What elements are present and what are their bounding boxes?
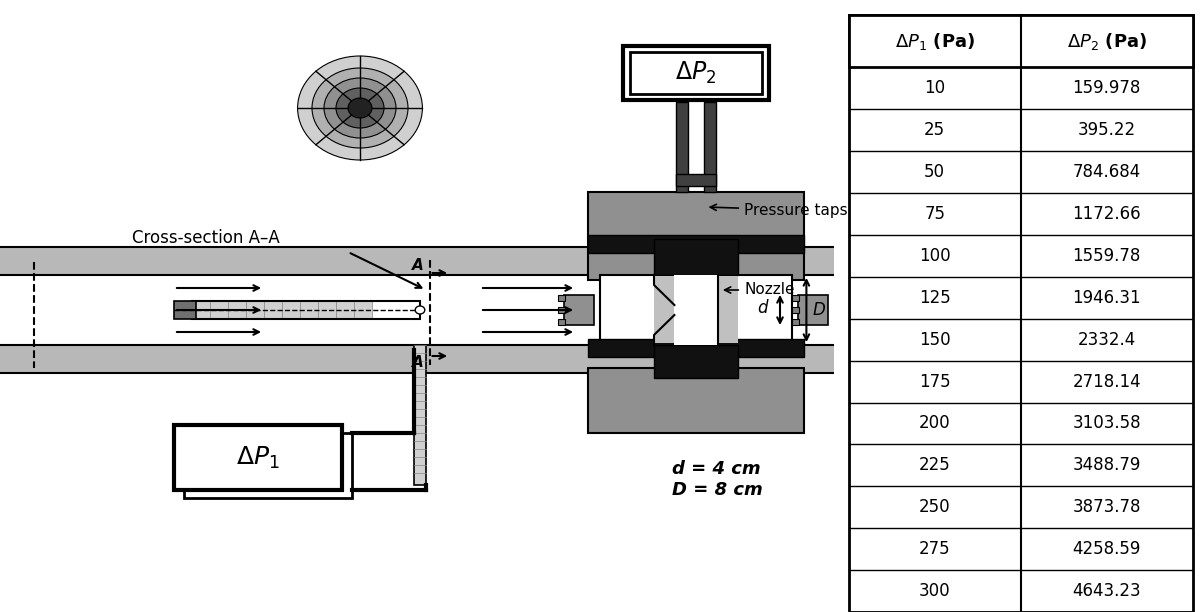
Bar xyxy=(558,295,565,301)
Text: 50: 50 xyxy=(924,163,946,181)
Text: 25: 25 xyxy=(924,121,946,139)
Bar xyxy=(192,301,210,319)
Text: 250: 250 xyxy=(919,498,950,517)
Bar xyxy=(792,295,799,301)
Bar xyxy=(564,295,594,325)
Text: d = 4 cm
D = 8 cm: d = 4 cm D = 8 cm xyxy=(672,460,763,499)
Bar xyxy=(704,102,716,192)
Text: 395.22: 395.22 xyxy=(1078,121,1135,139)
Bar xyxy=(174,301,196,319)
Bar xyxy=(798,295,828,325)
Bar xyxy=(228,301,246,319)
Text: 1946.31: 1946.31 xyxy=(1073,289,1141,307)
Bar xyxy=(674,275,718,345)
Bar xyxy=(282,301,300,319)
Text: 10: 10 xyxy=(924,80,946,97)
Text: Cross-section A–A: Cross-section A–A xyxy=(132,229,280,247)
Bar xyxy=(210,301,228,319)
Text: D: D xyxy=(812,301,826,319)
Bar xyxy=(654,345,738,378)
Bar xyxy=(300,301,318,319)
Text: 125: 125 xyxy=(919,289,950,307)
Text: 300: 300 xyxy=(919,582,950,600)
Text: 100: 100 xyxy=(919,247,950,265)
Text: $\Delta P_2$: $\Delta P_2$ xyxy=(676,60,716,86)
Circle shape xyxy=(312,68,408,148)
Circle shape xyxy=(324,78,396,138)
Bar xyxy=(792,307,799,313)
Text: 1559.78: 1559.78 xyxy=(1073,247,1141,265)
Text: 175: 175 xyxy=(919,373,950,390)
Text: 150: 150 xyxy=(919,330,950,349)
Text: 1172.66: 1172.66 xyxy=(1073,205,1141,223)
Circle shape xyxy=(348,98,372,118)
Circle shape xyxy=(415,306,425,314)
Bar xyxy=(354,301,372,319)
Bar xyxy=(0,345,834,373)
Text: 275: 275 xyxy=(919,540,950,558)
Bar xyxy=(588,339,804,357)
Bar xyxy=(174,425,342,490)
Bar xyxy=(600,275,792,345)
Bar xyxy=(588,368,804,433)
Text: A: A xyxy=(412,355,424,370)
Bar xyxy=(588,192,804,280)
Bar xyxy=(654,277,738,343)
Text: Pressure taps: Pressure taps xyxy=(710,203,847,217)
Bar xyxy=(192,301,420,319)
Bar xyxy=(792,319,799,325)
Bar xyxy=(318,301,336,319)
Bar xyxy=(623,46,769,100)
Text: 2332.4: 2332.4 xyxy=(1078,330,1135,349)
Text: 225: 225 xyxy=(919,457,950,474)
Text: 784.684: 784.684 xyxy=(1073,163,1141,181)
Text: $\Delta P_2$ (Pa): $\Delta P_2$ (Pa) xyxy=(1067,31,1147,52)
Text: 200: 200 xyxy=(919,414,950,433)
Bar xyxy=(588,235,804,253)
Bar xyxy=(264,301,282,319)
Bar xyxy=(676,102,688,192)
Text: 4643.23: 4643.23 xyxy=(1073,582,1141,600)
Bar xyxy=(630,52,762,94)
Text: A: A xyxy=(412,258,424,273)
Text: $\Delta P_1$: $\Delta P_1$ xyxy=(236,444,280,471)
Text: Nozzle: Nozzle xyxy=(725,283,794,297)
Bar xyxy=(336,301,354,319)
Bar xyxy=(558,307,565,313)
Bar xyxy=(676,174,716,186)
Text: 3873.78: 3873.78 xyxy=(1073,498,1141,517)
Text: 4258.59: 4258.59 xyxy=(1073,540,1141,558)
Text: d: d xyxy=(757,299,768,317)
Bar xyxy=(184,433,352,498)
Text: 159.978: 159.978 xyxy=(1073,80,1141,97)
Bar xyxy=(0,247,834,275)
Bar xyxy=(414,345,426,485)
Text: 3103.58: 3103.58 xyxy=(1073,414,1141,433)
Text: 3488.79: 3488.79 xyxy=(1073,457,1141,474)
Bar xyxy=(654,239,738,275)
Text: $\Delta P_1$ (Pa): $\Delta P_1$ (Pa) xyxy=(894,31,974,52)
Circle shape xyxy=(336,88,384,128)
Text: 75: 75 xyxy=(924,205,946,223)
Bar xyxy=(558,319,565,325)
Bar xyxy=(246,301,264,319)
Bar xyxy=(848,15,1193,67)
Text: 2718.14: 2718.14 xyxy=(1073,373,1141,390)
Circle shape xyxy=(298,56,422,160)
